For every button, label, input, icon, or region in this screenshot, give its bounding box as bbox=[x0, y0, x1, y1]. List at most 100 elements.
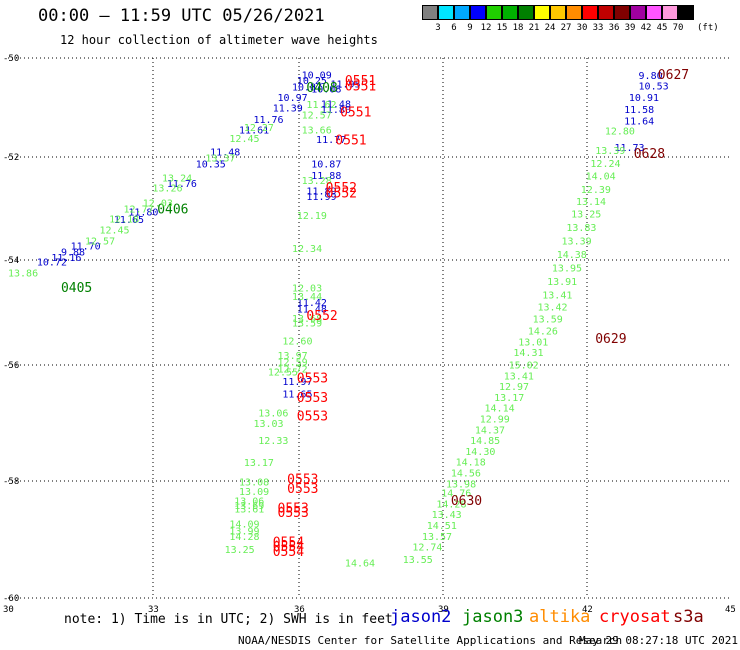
data-point-altika: 12.03 bbox=[292, 283, 322, 294]
colorbar-swatch bbox=[422, 5, 438, 20]
data-point-altika: 13.25 bbox=[571, 209, 601, 220]
data-point-altika: 13.06 bbox=[258, 409, 288, 420]
data-point-jason2: 11.48 bbox=[321, 100, 351, 111]
colorbar-label: 27 bbox=[560, 23, 572, 33]
data-point-altika: 12.24 bbox=[590, 159, 620, 170]
data-point-altika: 12.03 bbox=[143, 199, 173, 210]
colorbar-label: 70 bbox=[672, 23, 684, 33]
colorbar-label: 33 bbox=[592, 23, 604, 33]
colorbar-swatch bbox=[646, 5, 662, 20]
data-point-altika: 13.25 bbox=[225, 545, 255, 556]
data-point-jason2: 11.61 bbox=[239, 126, 269, 137]
legend-altika: altika bbox=[529, 607, 591, 627]
data-point-jason2: 10.87 bbox=[311, 160, 341, 171]
data-point-jason2: 10.72 bbox=[37, 257, 67, 268]
data-point-altika: 14.51 bbox=[427, 521, 457, 532]
data-point-cryosat: 0553 bbox=[297, 372, 328, 387]
data-point-jason2: 9.88 bbox=[61, 248, 85, 259]
data-point-altika: 12.74 bbox=[412, 542, 442, 553]
data-point-altika: 13.28 bbox=[302, 176, 332, 187]
colorbar-swatch bbox=[630, 5, 646, 20]
data-point-jason2: 11.42 bbox=[297, 298, 327, 309]
data-point-altika: 12.19 bbox=[297, 211, 327, 222]
data-point-jason2: 11.70 bbox=[71, 242, 101, 253]
x-tick-label: 42 bbox=[582, 605, 593, 615]
data-point-jason2: 11.64 bbox=[624, 116, 654, 127]
data-point-altika: 13.91 bbox=[547, 277, 577, 288]
data-point-altika: 12.77 bbox=[124, 204, 154, 215]
data-point-jason2: 11.97 bbox=[282, 377, 312, 388]
data-point-jason2: 11.65 bbox=[114, 215, 144, 226]
data-point-jason2: 11.16 bbox=[51, 253, 81, 264]
data-point-altika: 12.45 bbox=[99, 226, 129, 237]
x-tick-label: 45 bbox=[725, 605, 736, 615]
data-point-altika: 13.66 bbox=[302, 126, 332, 137]
x-tick-label: 39 bbox=[438, 605, 449, 615]
data-point-altika: 14.14 bbox=[485, 404, 515, 415]
data-point-jason2: 10.25 bbox=[297, 76, 327, 87]
colorbar-label: 15 bbox=[496, 23, 508, 33]
data-point-jason2: 10.09 bbox=[302, 71, 332, 82]
data-point-s3a: 0629 bbox=[595, 332, 626, 347]
data-point-cryosat: 0553 bbox=[278, 502, 309, 517]
data-point-altika: 13.26 bbox=[152, 183, 182, 194]
data-point-altika: 13.14 bbox=[576, 197, 606, 208]
colorbar-swatch bbox=[454, 5, 470, 20]
data-point-altika: 12.57 bbox=[302, 110, 332, 121]
legend-jason2: jason2 bbox=[390, 607, 452, 627]
data-point-altika: 13.68 bbox=[292, 314, 322, 325]
colorbar-label: 3 bbox=[435, 23, 441, 33]
colorbar-swatch bbox=[470, 5, 486, 20]
data-point-altika: 14.28 bbox=[229, 532, 259, 543]
colorbar-label: 30 bbox=[576, 23, 588, 33]
colorbar-label: 12 bbox=[480, 23, 492, 33]
data-point-altika: 12.57 bbox=[85, 236, 115, 247]
data-point-cryosat: 0551 bbox=[340, 105, 371, 120]
data-point-jason2: 11.39 bbox=[273, 103, 303, 114]
colorbar-swatch bbox=[614, 5, 630, 20]
data-point-jason2: 11.80 bbox=[321, 105, 351, 116]
data-point-altika: 13.08 bbox=[239, 478, 269, 489]
data-point-jason2: 10.35 bbox=[196, 160, 226, 171]
data-point-cryosat: 0553 bbox=[297, 409, 328, 424]
colorbar-swatch bbox=[534, 5, 550, 20]
y-tick-label: -54 bbox=[3, 256, 19, 266]
data-point-altika: 13.01 bbox=[518, 337, 548, 348]
data-point-jason2: 11.77 bbox=[316, 135, 346, 146]
colorbar-label: 42 bbox=[640, 23, 652, 33]
data-point-altika: 13.59 bbox=[292, 318, 322, 329]
data-point-altika: 12.27 bbox=[244, 123, 274, 134]
y-tick-label: -50 bbox=[3, 54, 19, 64]
data-point-jason2: 11.48 bbox=[210, 148, 240, 159]
colorbar-label: 36 bbox=[608, 23, 620, 33]
data-point-altika: 14.37 bbox=[475, 425, 505, 436]
data-point-altika: 13.44 bbox=[292, 292, 322, 303]
data-point-altika: 12.99 bbox=[480, 415, 510, 426]
data-point-jason2: 11.80 bbox=[128, 208, 158, 219]
data-point-altika: 13.39 bbox=[595, 146, 625, 157]
data-point-altika: 13.03 bbox=[253, 419, 283, 430]
data-point-altika: 13.83 bbox=[566, 223, 596, 234]
colorbar-swatch bbox=[566, 5, 582, 20]
data-point-altika: 13.09 bbox=[239, 487, 269, 498]
data-point-altika: 13.24 bbox=[162, 174, 192, 185]
data-point-altika: 14.76 bbox=[441, 488, 471, 499]
y-tick-label: -52 bbox=[3, 153, 19, 163]
data-point-altika: 13.95 bbox=[552, 263, 582, 274]
data-point-altika: 13.17 bbox=[244, 458, 274, 469]
data-point-altika: 13.41 bbox=[504, 371, 534, 382]
colorbar-swatch bbox=[486, 5, 502, 20]
data-point-cryosat: 0551 bbox=[345, 74, 376, 89]
data-point-jason2: 10.08 bbox=[311, 85, 341, 96]
data-point-s3a: 0628 bbox=[634, 147, 665, 162]
data-point-altika: 12.72 bbox=[278, 364, 308, 375]
colorbar-swatch bbox=[582, 5, 598, 20]
colorbar-label: 24 bbox=[544, 23, 556, 33]
data-point-cryosat: 0551 bbox=[345, 79, 376, 94]
data-point-altika: 12.33 bbox=[258, 436, 288, 447]
data-point-cryosat: 0552 bbox=[326, 181, 357, 196]
data-point-cryosat: 0554 bbox=[273, 536, 304, 551]
colorbar-swatch bbox=[438, 5, 454, 20]
